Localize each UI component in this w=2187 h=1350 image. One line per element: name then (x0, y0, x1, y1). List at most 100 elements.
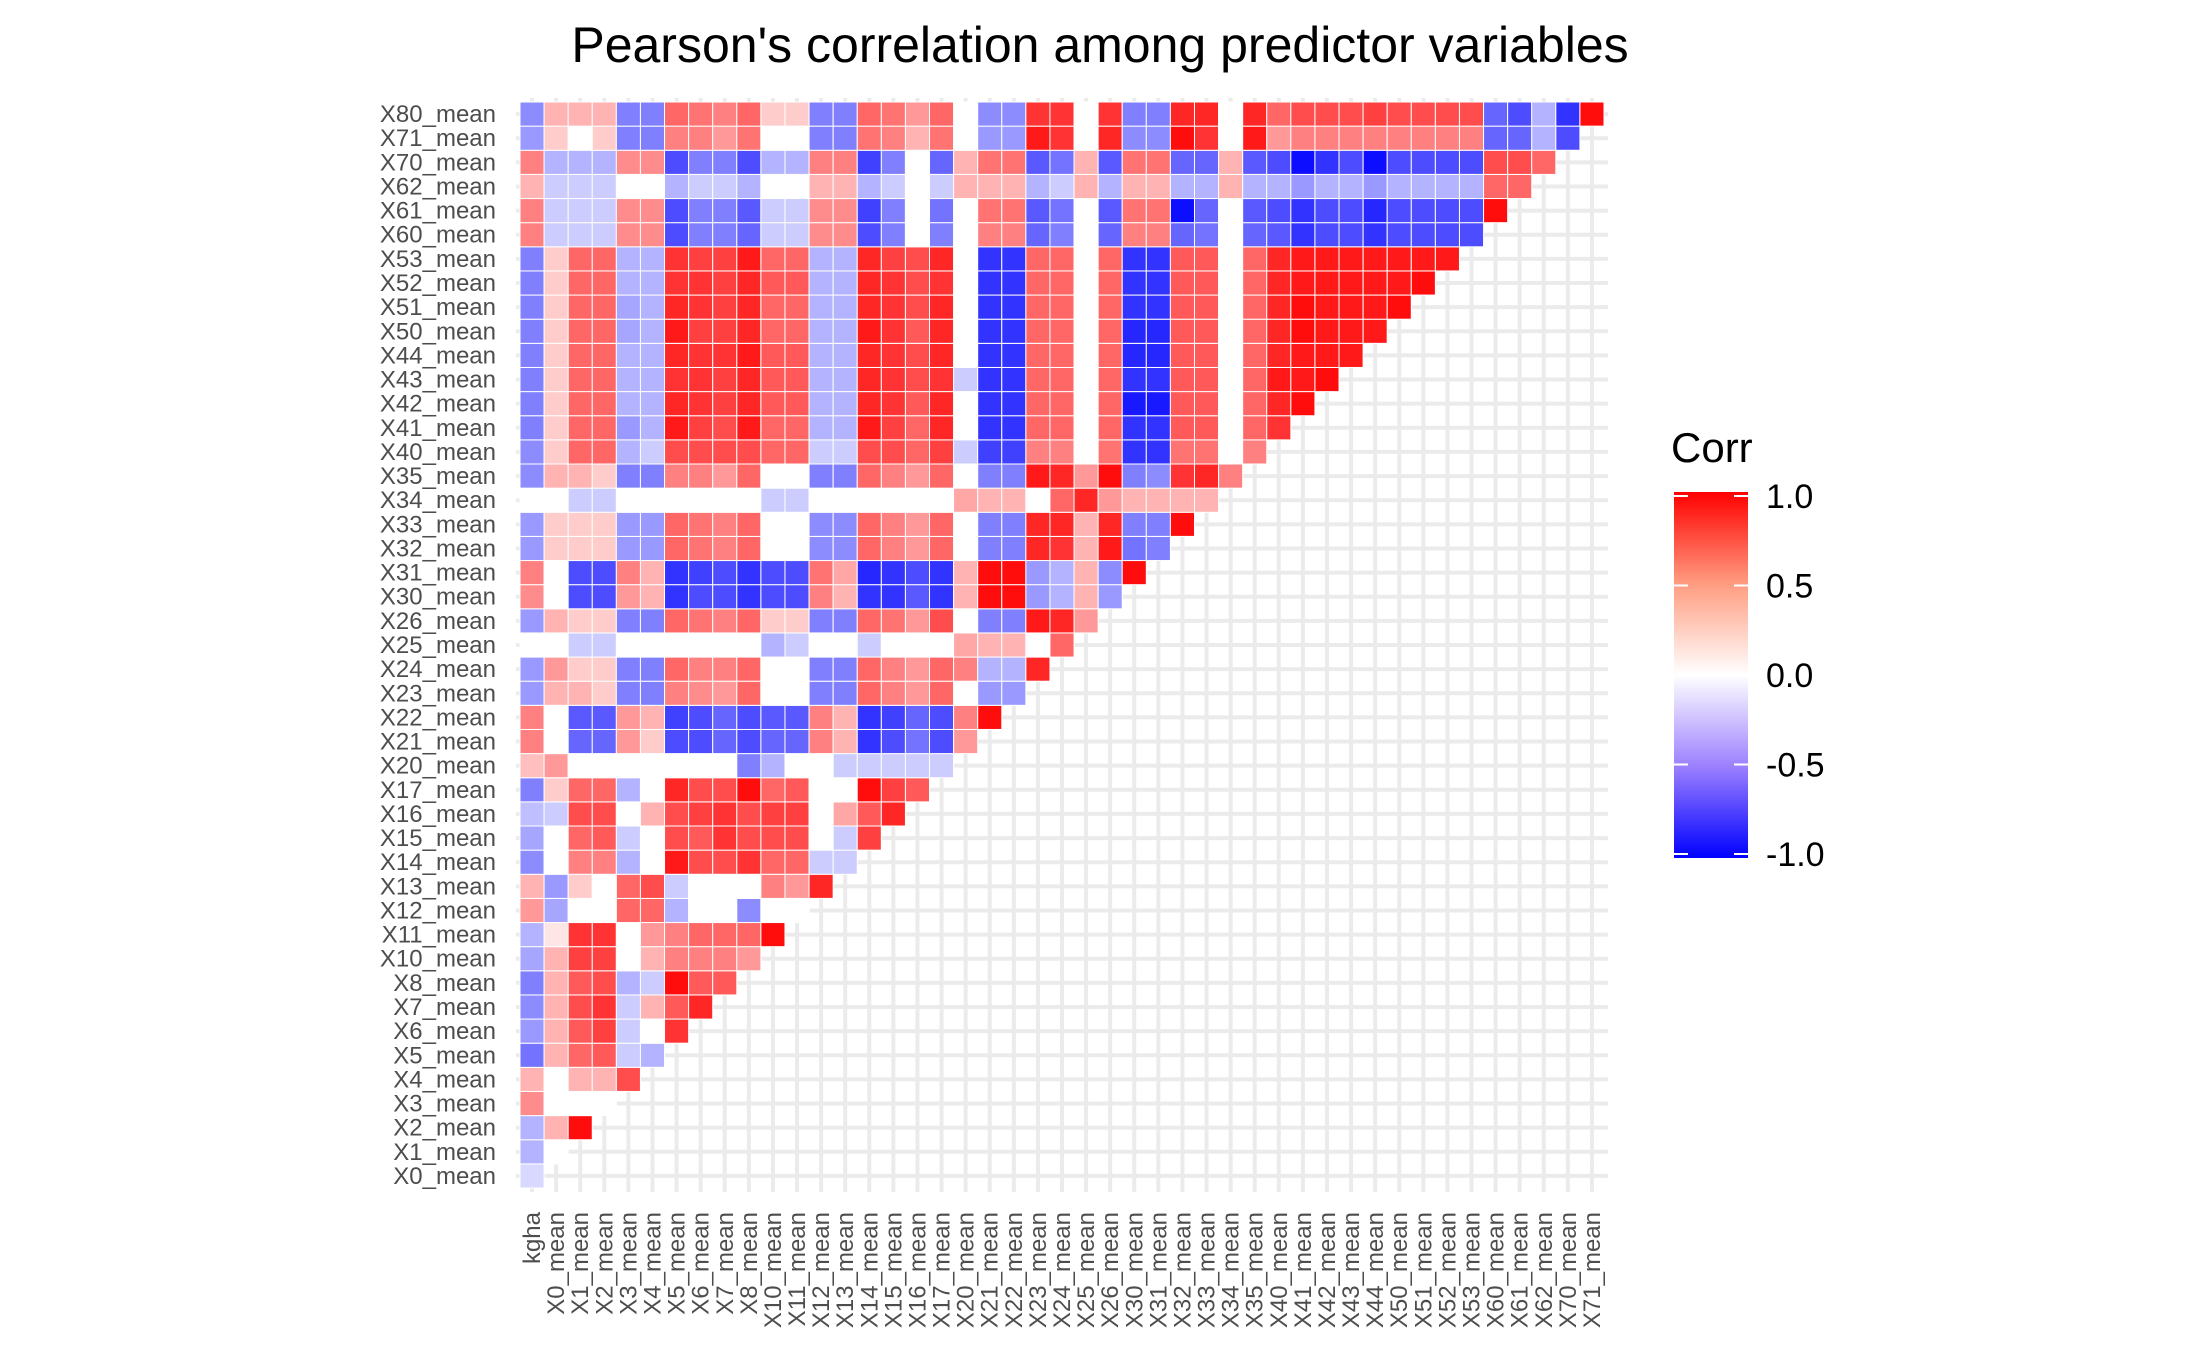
y-tick-label: X51_mean (380, 294, 496, 321)
heatmap-cell (591, 318, 617, 344)
heatmap-cell (639, 560, 666, 586)
heatmap-cell (639, 728, 666, 755)
heatmap-cell (904, 294, 931, 320)
heatmap-cell (519, 1042, 545, 1068)
heatmap-cell (856, 584, 882, 610)
heatmap-cell (543, 1018, 569, 1044)
heatmap-cell (543, 1115, 569, 1141)
heatmap-cell (1073, 342, 1099, 368)
heatmap-cell (664, 535, 690, 562)
heatmap-cell (1314, 270, 1340, 296)
heatmap-cell (543, 222, 569, 248)
heatmap-cell (567, 825, 593, 851)
heatmap-cell (712, 728, 738, 755)
y-tick-label: X10_mean (380, 946, 496, 973)
heatmap-cell (1145, 270, 1171, 296)
heatmap-cell (543, 439, 569, 465)
heatmap-cell (929, 342, 955, 368)
heatmap-cell (1145, 391, 1171, 417)
heatmap-cell (591, 897, 617, 924)
heatmap-cell (1266, 366, 1292, 393)
heatmap-cell (1434, 125, 1460, 151)
heatmap-cell (1266, 125, 1292, 151)
heatmap-cell (712, 704, 738, 730)
heatmap-cell (856, 366, 882, 393)
heatmap-cell (712, 656, 738, 682)
heatmap-cell (543, 704, 569, 730)
heatmap-cell (615, 149, 641, 175)
y-tick-label: X53_mean (380, 246, 496, 273)
heatmap-cell (712, 391, 738, 417)
heatmap-cell (664, 149, 690, 175)
x-tick-label: X21_mean (977, 1212, 1004, 1328)
heatmap-cell (543, 656, 569, 682)
y-tick-label: X33_mean (380, 511, 496, 538)
heatmap-cell (543, 1139, 569, 1165)
heatmap-cell (688, 608, 714, 634)
heatmap-cell (519, 777, 545, 803)
heatmap-cell (953, 608, 979, 634)
heatmap-cell (880, 753, 906, 779)
x-tick-label: X8_mean (736, 1212, 763, 1315)
heatmap-cell (832, 415, 858, 441)
heatmap-cell (639, 897, 666, 924)
heatmap-cell (1145, 342, 1171, 368)
heatmap-cell (1097, 270, 1123, 296)
heatmap-cell (591, 125, 617, 151)
heatmap-cell (712, 753, 738, 779)
heatmap-cell (519, 825, 545, 851)
heatmap-cell (1338, 342, 1364, 368)
heatmap-cell (832, 270, 858, 296)
heatmap-cell (1145, 439, 1171, 465)
heatmap-cell (953, 125, 979, 151)
heatmap-cell (639, 753, 666, 779)
heatmap-cell (1338, 246, 1364, 272)
heatmap-cell (808, 101, 834, 127)
heatmap-cell (784, 487, 810, 513)
heatmap-cell (1555, 101, 1581, 127)
heatmap-cell (832, 149, 858, 175)
x-tick-label: X15_mean (880, 1212, 907, 1328)
heatmap-cell (664, 270, 690, 296)
heatmap-cell (1266, 101, 1292, 127)
heatmap-cell (929, 439, 955, 465)
heatmap-cell (953, 535, 979, 562)
heatmap-cell (1097, 463, 1123, 489)
heatmap-cell (736, 801, 762, 827)
y-tick-label: X41_mean (380, 415, 496, 442)
heatmap-cell (519, 728, 545, 755)
heatmap-cell (1025, 246, 1051, 272)
x-tick-label: X3_mean (615, 1212, 642, 1315)
heatmap-cell (1218, 173, 1244, 200)
heatmap-cell (977, 342, 1003, 368)
heatmap-cell (1097, 560, 1123, 586)
heatmap-cell (1049, 198, 1075, 224)
heatmap-cell (688, 246, 714, 272)
heatmap-cell (856, 680, 882, 706)
heatmap-cell (808, 728, 834, 755)
heatmap-cell (929, 753, 955, 779)
heatmap-cell (567, 294, 593, 320)
heatmap-cell (760, 897, 786, 924)
heatmap-cell (784, 849, 810, 875)
heatmap-cell (688, 825, 714, 851)
heatmap-cell (953, 173, 979, 200)
x-tick-label: X23_mean (1025, 1212, 1052, 1328)
y-tick-label: X3_mean (393, 1091, 496, 1118)
y-tick-label: X43_mean (380, 367, 496, 394)
heatmap-cell (929, 728, 955, 755)
heatmap-cell (1218, 415, 1244, 441)
heatmap-cell (856, 560, 882, 586)
heatmap-cell (1025, 632, 1051, 658)
heatmap-cell (688, 680, 714, 706)
heatmap-cell (519, 342, 545, 368)
heatmap-cell (784, 439, 810, 465)
heatmap-cell (567, 656, 593, 682)
heatmap-cell (1025, 535, 1051, 562)
heatmap-cell (664, 125, 690, 151)
heatmap-cell (1193, 222, 1220, 248)
heatmap-cell (639, 487, 666, 513)
heatmap-cell (615, 560, 641, 586)
heatmap-cell (784, 198, 810, 224)
heatmap-cell (591, 1018, 617, 1044)
